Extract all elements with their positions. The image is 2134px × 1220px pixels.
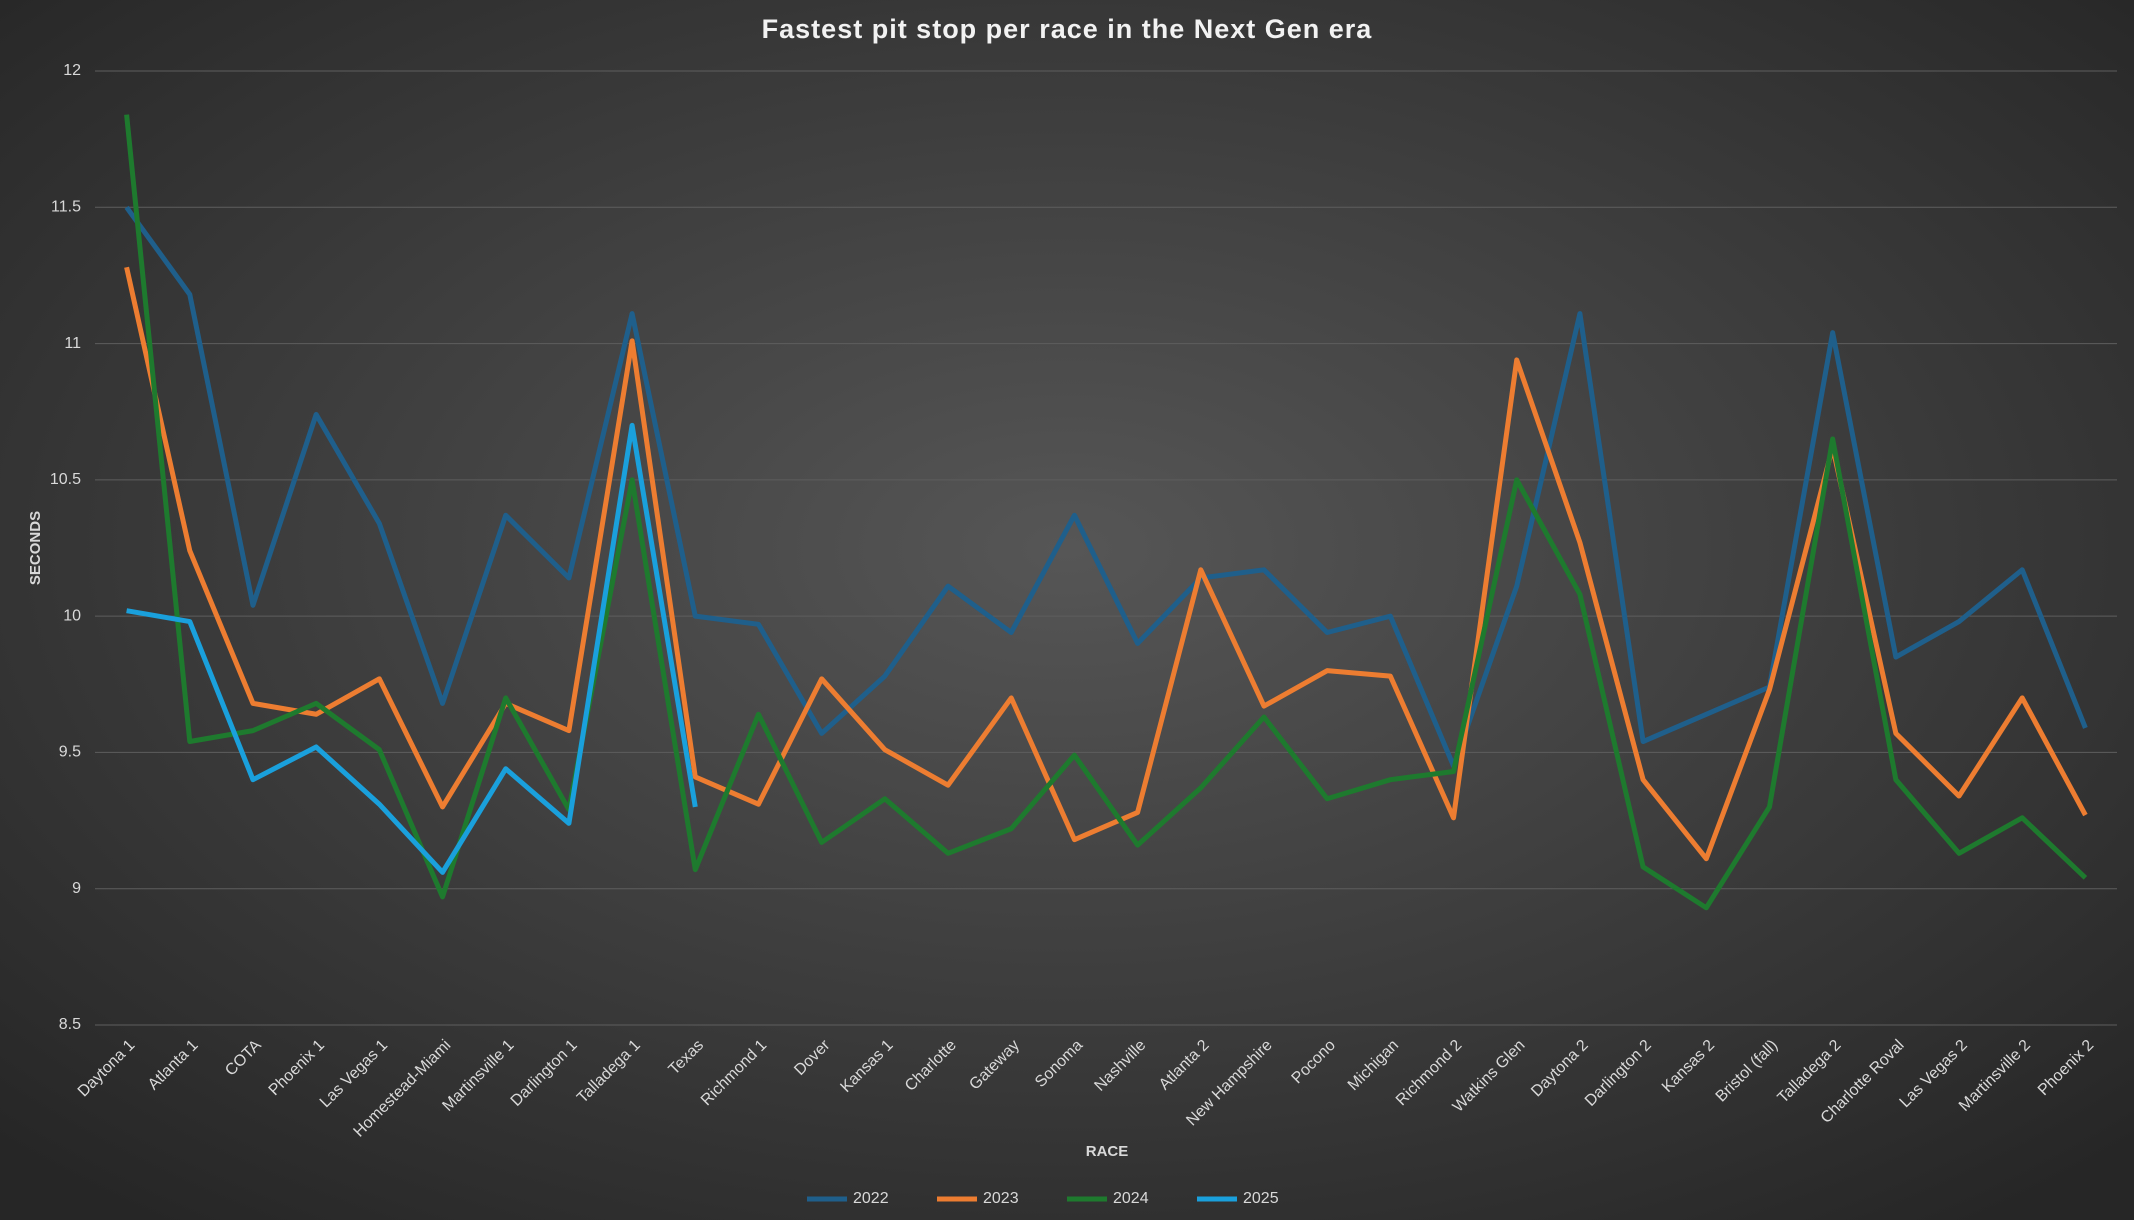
legend-label: 2025	[1243, 1190, 1279, 1207]
chart-title: Fastest pit stop per race in the Next Ge…	[762, 14, 1373, 44]
x-axis-label: RACE	[1086, 1143, 1129, 1160]
legend-label: 2024	[1113, 1190, 1149, 1207]
y-tick-label: 12	[63, 62, 81, 79]
y-tick-label: 9.5	[59, 744, 81, 761]
legend-label: 2023	[983, 1190, 1019, 1207]
line-series	[124, 266, 2088, 862]
y-tick-label: 8.5	[59, 1016, 81, 1033]
y-tick-label: 11	[64, 335, 81, 352]
y-tick-label: 10.5	[50, 471, 81, 488]
line-series	[124, 114, 2088, 911]
y-axis-label: SECONDS	[27, 511, 44, 585]
y-tick-label: 11.5	[51, 199, 81, 216]
y-tick-label: 10	[63, 607, 81, 624]
legend-label: 2022	[853, 1190, 889, 1207]
y-tick-label: 9	[72, 880, 81, 897]
line-series	[126, 422, 698, 875]
line-series	[124, 205, 2088, 769]
